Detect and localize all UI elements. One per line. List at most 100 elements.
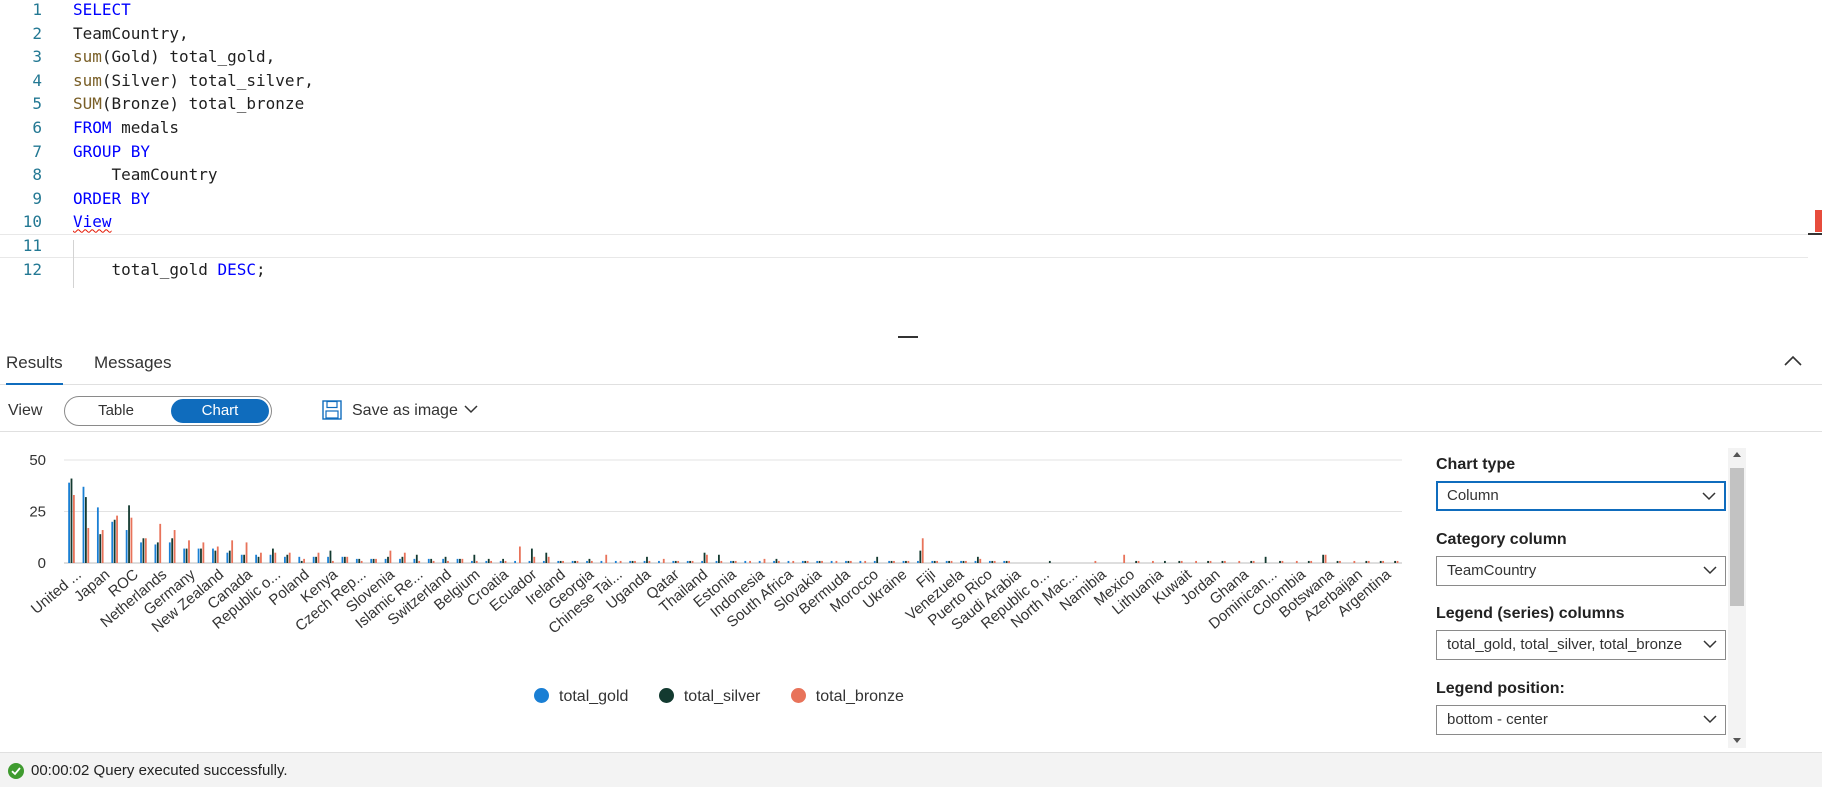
code-token: sum: [73, 70, 102, 90]
bar-total_silver: [530, 548, 533, 563]
bar-total_silver: [1279, 560, 1281, 563]
bar-total_gold: [212, 548, 214, 563]
save-image-icon[interactable]: [322, 400, 342, 420]
bar-total_gold: [240, 554, 243, 563]
bar-total_bronze: [317, 552, 320, 563]
line-number: 8: [32, 165, 42, 185]
code-line[interactable]: 8 TeamCountry: [0, 163, 1808, 187]
bar-total_bronze: [1094, 560, 1097, 563]
bar-total_gold: [917, 560, 919, 563]
settings-scrollbar[interactable]: [1728, 448, 1746, 748]
bar-total_silver: [718, 554, 720, 563]
bar-total_gold: [96, 507, 99, 563]
chart-type-select[interactable]: Column: [1436, 481, 1726, 511]
bar-total_silver: [502, 558, 505, 563]
bar-total_silver: [732, 560, 735, 563]
category-column-select[interactable]: TeamCountry: [1436, 556, 1726, 586]
bar-total_gold: [902, 560, 905, 563]
bar-total_bronze: [964, 560, 967, 563]
bar-total_silver: [444, 556, 447, 563]
line-number: 1: [32, 0, 42, 19]
line-number: 11: [22, 236, 42, 255]
bar-total_gold: [672, 560, 675, 563]
code-line[interactable]: 3 sum(Gold) total_gold,: [0, 45, 1808, 69]
code-line[interactable]: 6 FROM medals: [0, 116, 1808, 140]
bar-total_gold: [168, 542, 171, 563]
legend-label: total_bronze: [815, 688, 904, 705]
code-token: SELECT: [73, 0, 131, 19]
bar-total_gold: [773, 560, 775, 563]
bar-total_silver: [329, 550, 332, 563]
code-token: TeamCountry: [73, 165, 218, 185]
bar-total_bronze: [590, 560, 593, 563]
chevron-down-icon[interactable]: [464, 404, 478, 414]
scrollbar-thumb[interactable]: [1730, 468, 1744, 606]
bar-total_silver: [991, 560, 994, 563]
scroll-down-arrow[interactable]: [1733, 738, 1741, 743]
bar-total_silver: [1365, 560, 1368, 563]
chevron-up-icon[interactable]: [1782, 350, 1804, 372]
bar-total_silver: [1221, 560, 1224, 563]
code-line[interactable]: 12 total_gold DESC;: [0, 258, 1808, 282]
line-number: 10: [22, 212, 42, 232]
code-token: TeamCountry,: [73, 23, 189, 43]
bar-total_gold: [499, 560, 502, 563]
bar-total_silver: [257, 556, 260, 563]
code-line[interactable]: 7 GROUP BY: [0, 140, 1808, 164]
code-line[interactable]: 10 View: [0, 210, 1808, 234]
code-token: total_gold: [73, 259, 218, 279]
view-toggle[interactable]: Table Chart: [64, 396, 272, 426]
legend-item-gold[interactable]: total_gold: [534, 688, 628, 706]
tab-results[interactable]: Results: [6, 351, 63, 385]
bar-total_silver: [286, 554, 289, 563]
bar-total_gold: [744, 560, 747, 563]
bar-total_gold: [614, 560, 617, 563]
tab-messages[interactable]: Messages: [94, 353, 172, 372]
bar-total_bronze: [576, 560, 579, 563]
code-line[interactable]: 9 ORDER BY: [0, 187, 1808, 211]
legend-dot-icon: [658, 688, 674, 703]
table-view-button[interactable]: Table: [98, 402, 134, 419]
code-line[interactable]: 11: [0, 234, 1808, 258]
bar-total_bronze: [979, 558, 982, 563]
bar-total_silver: [559, 560, 562, 563]
legend-columns-select[interactable]: total_gold, total_silver, total_bronze: [1436, 630, 1726, 660]
bar-total_bronze: [777, 560, 780, 563]
bar-total_silver: [128, 505, 130, 563]
bar-total_silver: [228, 550, 231, 563]
line-number: 7: [32, 141, 42, 161]
code-line[interactable]: 4 sum(Silver) total_silver,: [0, 69, 1808, 93]
legend-item-bronze[interactable]: total_bronze: [790, 688, 904, 706]
bar-total_bronze: [360, 560, 363, 563]
bar-total_bronze: [432, 560, 435, 563]
legend-position-select[interactable]: bottom - center: [1436, 705, 1726, 735]
bar-total_silver: [775, 558, 778, 563]
bar-total_silver: [962, 560, 965, 563]
bar-total_bronze: [749, 560, 751, 563]
code-line[interactable]: 5 SUM(Bronze) total_bronze: [0, 92, 1808, 116]
bar-total_gold: [931, 560, 934, 563]
bar-total_bronze: [562, 560, 564, 563]
bar-total_bronze: [907, 560, 910, 563]
legend-item-silver[interactable]: total_silver: [658, 688, 760, 706]
code-line[interactable]: 1 SELECT: [0, 0, 1808, 22]
scroll-up-arrow[interactable]: [1733, 452, 1741, 457]
bar-total_bronze: [1008, 560, 1010, 563]
bar-total_silver: [387, 556, 389, 563]
bar-total_silver: [487, 558, 490, 563]
query-editor[interactable]: 1 SELECT 2 TeamCountry, 3 sum(Gold) total_gol…: [0, 0, 1822, 330]
bar-total_bronze: [375, 558, 377, 563]
bar-total_bronze: [950, 560, 953, 563]
bar-total_silver: [243, 554, 246, 563]
save-as-image-button[interactable]: Save as image: [352, 402, 458, 419]
code-line[interactable]: 2 TeamCountry,: [0, 22, 1808, 46]
chart-view-button[interactable]: Chart: [171, 399, 269, 423]
line-number: 5: [32, 94, 42, 114]
code-text: TeamCountry: [73, 163, 218, 187]
bar-total_bronze: [1137, 560, 1140, 563]
code-token: View: [73, 212, 112, 232]
pane-resize-handle[interactable]: [898, 336, 918, 338]
bar-total_silver: [674, 560, 677, 563]
bar-total_silver: [1178, 560, 1181, 563]
